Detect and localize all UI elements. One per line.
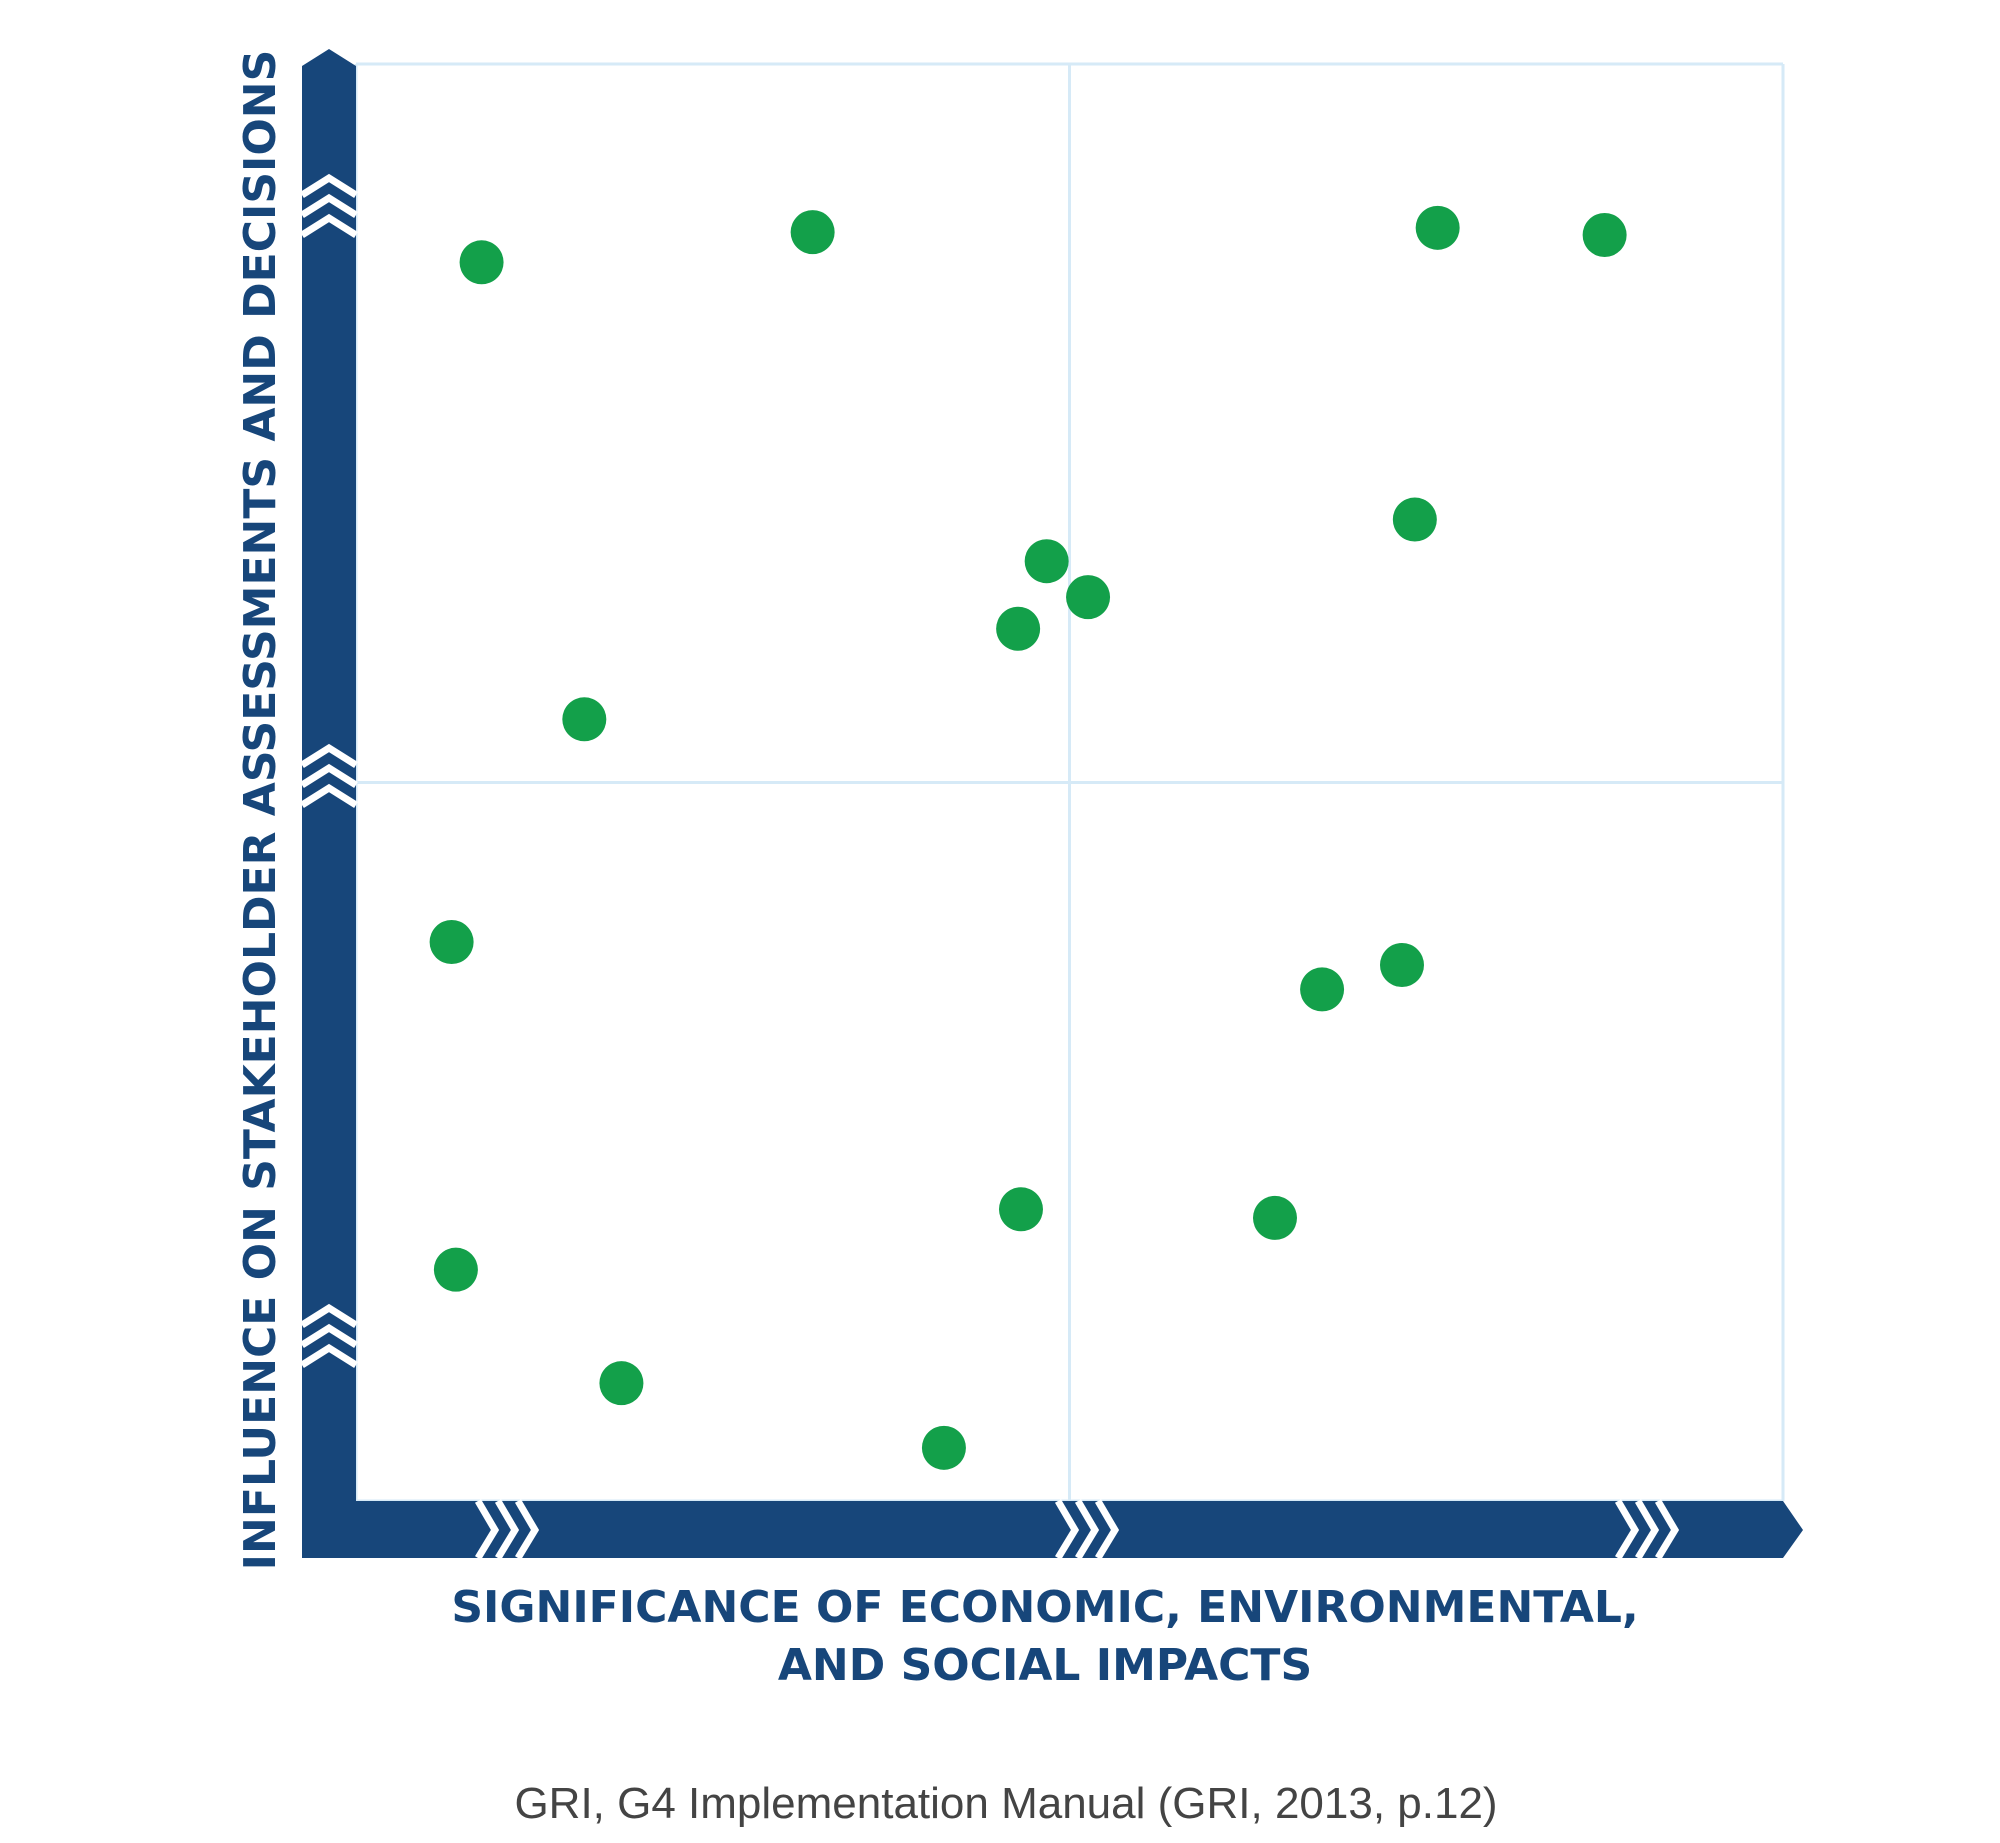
point [433,1247,478,1292]
axes [302,49,1803,1558]
point [996,606,1041,651]
points [429,205,1627,1470]
y-axis-arrow [302,49,356,1558]
point [1415,205,1460,250]
grid [354,62,1785,1503]
point [429,920,474,965]
point [1392,497,1437,542]
point [998,1187,1043,1232]
x-axis-label: AND SOCIAL IMPACTS [778,1640,1312,1691]
caption: GRI, G4 Implementation Manual (GRI, 2013… [514,1779,1497,1828]
point [1379,942,1424,987]
point [1300,967,1345,1012]
point [1252,1195,1297,1240]
point [599,1361,644,1406]
point [1024,539,1069,584]
chevrons [300,173,1680,1560]
point [921,1425,966,1470]
point [459,240,504,285]
y-axis-label: INFLUENCE ON STAKEHOLDER ASSESSMENTS AND… [235,50,286,1571]
point [790,210,835,255]
x-axis-label: SIGNIFICANCE OF ECONOMIC, ENVIRONMENTAL, [451,1582,1638,1633]
point [562,697,607,742]
point [1582,213,1627,258]
x-axis-arrow [302,1501,1803,1558]
point [1066,575,1111,620]
